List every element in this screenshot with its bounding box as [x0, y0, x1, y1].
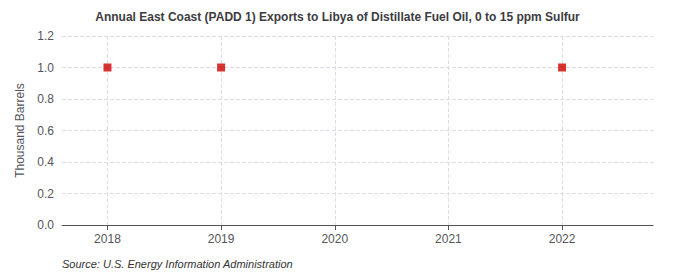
svg-text:2022: 2022: [549, 232, 576, 246]
svg-text:2019: 2019: [208, 232, 235, 246]
svg-text:1.0: 1.0: [37, 61, 54, 75]
svg-text:0.4: 0.4: [37, 155, 54, 169]
svg-text:2021: 2021: [435, 232, 462, 246]
svg-text:Thousand Barrels: Thousand Barrels: [13, 83, 27, 178]
svg-text:2018: 2018: [94, 232, 121, 246]
svg-text:0.8: 0.8: [37, 92, 54, 106]
svg-text:1.2: 1.2: [37, 29, 54, 43]
svg-text:0.6: 0.6: [37, 124, 54, 138]
svg-text:0.0: 0.0: [37, 218, 54, 232]
svg-text:Annual East Coast (PADD 1) Exp: Annual East Coast (PADD 1) Exports to Li…: [95, 10, 580, 24]
svg-text:0.2: 0.2: [37, 187, 54, 201]
svg-text:2020: 2020: [321, 232, 348, 246]
svg-text:Source: U.S. Energy Informatio: Source: U.S. Energy Information Administ…: [62, 258, 293, 270]
